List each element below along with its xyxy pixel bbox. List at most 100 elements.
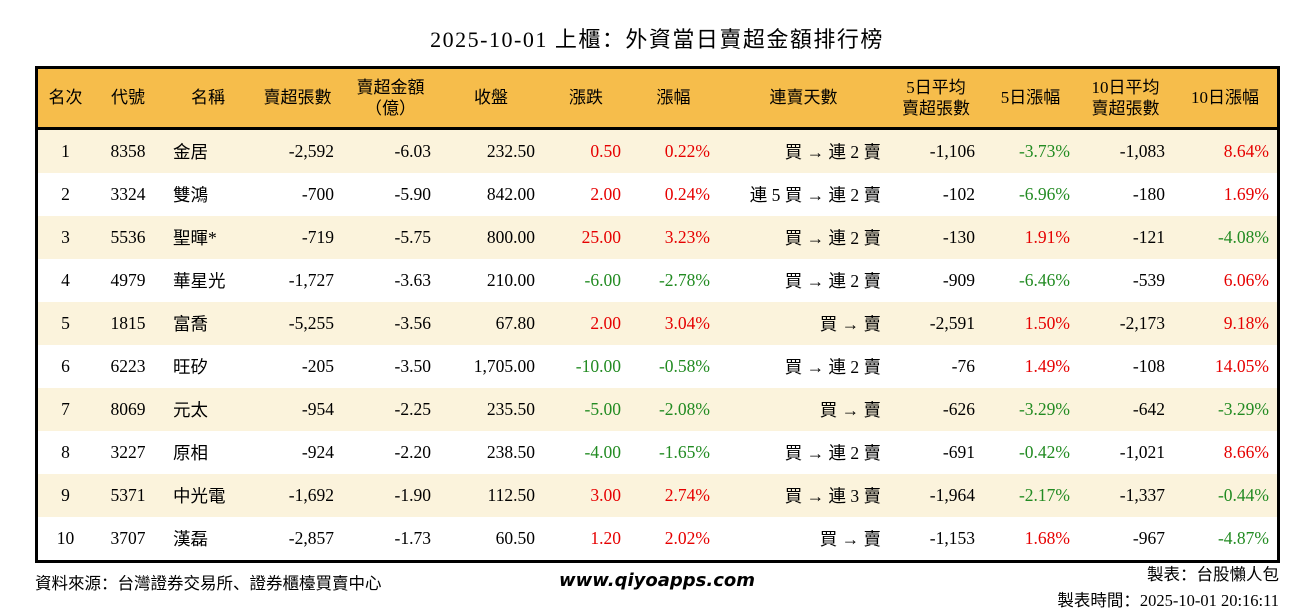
cell-avg5-net-sell-shares: -626: [942, 399, 975, 419]
cell-change-pct: 0.22%: [664, 141, 710, 161]
cell-net-sell-shares: -2,857: [288, 528, 334, 548]
cell-sell-streak: 買 → 連 2 賣: [784, 443, 881, 463]
cell-close: 67.80: [495, 313, 535, 333]
cell-avg5-net-sell-shares: -2,591: [929, 313, 975, 333]
table-row: 9 5371 中光電 -1,692 -1.90 112.50 3.00 2.74% 買 → 連 …: [38, 474, 1277, 517]
cell-net-sell-shares: -700: [301, 184, 334, 204]
cell-rank: 1: [61, 141, 70, 161]
cell-avg10-net-sell-shares: -121: [1132, 227, 1165, 247]
column-header-name: 名稱: [191, 88, 225, 108]
table-row: 10 3707 漢磊 -2,857 -1.73 60.50 1.20 2.02% 買 → 賣 -1…: [38, 517, 1277, 560]
cell-avg5-net-sell-shares: -102: [942, 184, 975, 204]
cell-change: 3.00: [590, 485, 621, 505]
cell-rank: 3: [61, 227, 70, 247]
cell-net-sell-shares: -954: [301, 399, 334, 419]
column-header-net-sell-amount: 賣超金額 （億）: [356, 77, 425, 118]
cell-rank: 10: [56, 528, 75, 548]
cell-avg10-net-sell-shares: -108: [1132, 356, 1165, 376]
cell-pct-10d: -3.29%: [1217, 399, 1269, 419]
cell-sell-streak: 買 → 連 2 賣: [784, 357, 881, 377]
cell-name: 富喬: [173, 314, 208, 334]
cell-close: 112.50: [487, 485, 535, 505]
cell-rank: 2: [61, 184, 70, 204]
cell-net-sell-amount: -2.25: [394, 399, 431, 419]
cell-avg5-net-sell-shares: -909: [942, 270, 975, 290]
cell-sell-streak: 買 → 賣: [819, 314, 881, 334]
column-header-change-pct: 漲幅: [656, 88, 691, 108]
cell-sell-streak: 買 → 連 2 賣: [784, 142, 881, 162]
cell-net-sell-shares: -5,255: [288, 313, 334, 333]
column-header-sell-streak: 連賣天數: [769, 88, 838, 108]
column-header-change: 漲跌: [569, 88, 603, 108]
cell-close: 1,705.00: [473, 356, 535, 376]
cell-net-sell-amount: -6.03: [394, 141, 431, 161]
cell-pct-10d: 8.64%: [1223, 141, 1269, 161]
cell-change: 2.00: [590, 184, 621, 204]
cell-avg5-net-sell-shares: -691: [942, 442, 975, 462]
cell-change-pct: 2.02%: [664, 528, 710, 548]
cell-code: 8069: [110, 399, 146, 419]
cell-pct-5d: 1.91%: [1024, 227, 1070, 247]
cell-code: 3227: [110, 442, 146, 462]
cell-avg10-net-sell-shares: -642: [1132, 399, 1165, 419]
cell-rank: 9: [61, 485, 70, 505]
column-header-code: 代號: [111, 88, 145, 108]
cell-name: 原相: [173, 443, 208, 463]
cell-net-sell-shares: -1,692: [288, 485, 334, 505]
cell-sell-streak: 買 → 賣: [819, 529, 881, 549]
cell-code: 8358: [110, 141, 146, 161]
cell-avg10-net-sell-shares: -539: [1132, 270, 1165, 290]
cell-pct-10d: -4.87%: [1217, 528, 1269, 548]
cell-change: 25.00: [581, 227, 621, 247]
cell-avg5-net-sell-shares: -130: [942, 227, 975, 247]
cell-code: 3707: [110, 528, 146, 548]
ranking-table: 名次 代號 名稱 賣超張數 賣超金額 （億） 收盤 漲跌 漲幅 連賣天數 5日平均 賣超張數 5日漲…: [35, 66, 1280, 563]
cell-sell-streak: 買 → 連 2 賣: [784, 228, 881, 248]
cell-name: 華星光: [173, 271, 226, 291]
cell-pct-5d: -3.29%: [1018, 399, 1070, 419]
cell-change-pct: 3.23%: [664, 227, 710, 247]
cell-change-pct: -1.65%: [658, 442, 710, 462]
table-row: 3 5536 聖暉* -719 -5.75 800.00 25.00 3.23% 買 → 連 2…: [38, 216, 1277, 259]
cell-net-sell-amount: -2.20: [394, 442, 431, 462]
cell-net-sell-shares: -924: [301, 442, 334, 462]
cell-net-sell-amount: -5.75: [394, 227, 431, 247]
cell-close: 210.00: [486, 270, 535, 290]
cell-pct-5d: 1.49%: [1024, 356, 1070, 376]
cell-pct-10d: 9.18%: [1223, 313, 1269, 333]
cell-net-sell-amount: -3.56: [394, 313, 431, 333]
cell-close: 235.50: [486, 399, 535, 419]
cell-sell-streak: 買 → 賣: [819, 400, 881, 420]
cell-net-sell-shares: -719: [301, 227, 334, 247]
cell-name: 旺矽: [173, 357, 208, 377]
cell-name: 金居: [173, 142, 208, 162]
cell-change: -5.00: [584, 399, 621, 419]
cell-change: 1.20: [590, 528, 621, 548]
made-time-label: 製表時間：2025-10-01 20:16:11: [1057, 590, 1279, 610]
cell-change: -10.00: [575, 356, 621, 376]
cell-pct-10d: -0.44%: [1217, 485, 1269, 505]
cell-change: -4.00: [584, 442, 621, 462]
cell-code: 4979: [110, 270, 146, 290]
table-row: 8 3227 原相 -924 -2.20 238.50 -4.00 -1.65% 買 → 連 2…: [38, 431, 1277, 474]
cell-code: 5371: [110, 485, 146, 505]
cell-name: 雙鴻: [173, 185, 208, 205]
cell-change: -6.00: [584, 270, 621, 290]
cell-close: 232.50: [486, 141, 535, 161]
cell-pct-10d: -4.08%: [1217, 227, 1269, 247]
column-header-avg5-net-sell-shares: 5日平均 賣超張數: [902, 77, 970, 118]
cell-code: 3324: [110, 184, 146, 204]
data-source-note: 資料來源：台灣證券交易所、證券櫃檯買賣中心: [35, 574, 382, 593]
table-row: 6 6223 旺矽 -205 -3.50 1,705.00 -10.00 -0.58% 買 → …: [38, 345, 1277, 388]
cell-close: 842.00: [486, 184, 535, 204]
cell-code: 5536: [110, 227, 146, 247]
cell-rank: 6: [61, 356, 70, 376]
cell-pct-5d: 1.50%: [1024, 313, 1070, 333]
table-row: 4 4979 華星光 -1,727 -3.63 210.00 -6.00 -2.78% 買 → …: [38, 259, 1277, 302]
cell-change: 0.50: [590, 141, 621, 161]
cell-avg10-net-sell-shares: -2,173: [1119, 313, 1165, 333]
cell-sell-streak: 買 → 連 3 賣: [784, 486, 881, 506]
cell-net-sell-shares: -2,592: [288, 141, 334, 161]
cell-pct-5d: -6.96%: [1018, 184, 1070, 204]
